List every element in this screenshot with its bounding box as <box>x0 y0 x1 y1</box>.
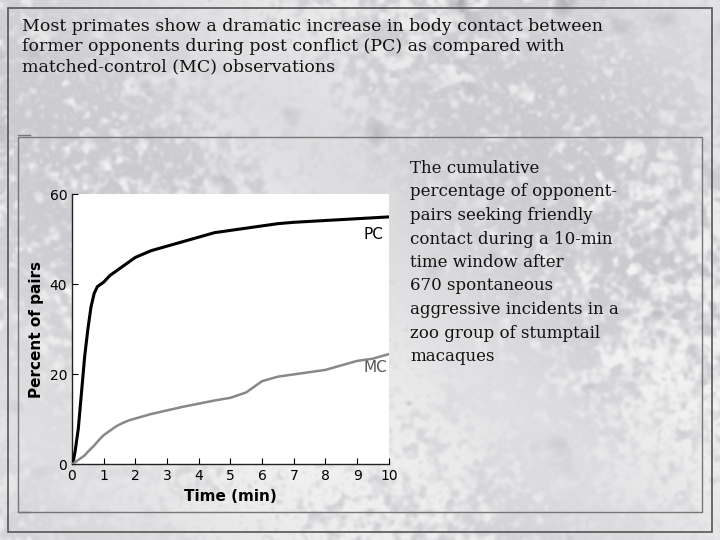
Text: The cumulative
percentage of opponent-
pairs seeking friendly
contact during a 1: The cumulative percentage of opponent- p… <box>410 160 618 365</box>
Text: MC: MC <box>364 360 387 375</box>
Text: former opponents during post conflict (PC) as compared with: former opponents during post conflict (P… <box>22 38 564 55</box>
Bar <box>18 137 702 512</box>
Text: PC: PC <box>364 227 383 242</box>
X-axis label: Time (min): Time (min) <box>184 489 276 504</box>
Text: matched-control (MC) observations: matched-control (MC) observations <box>22 58 335 75</box>
Text: Most primates show a dramatic increase in body contact between: Most primates show a dramatic increase i… <box>22 18 603 35</box>
Y-axis label: Percent of pairs: Percent of pairs <box>29 261 44 398</box>
